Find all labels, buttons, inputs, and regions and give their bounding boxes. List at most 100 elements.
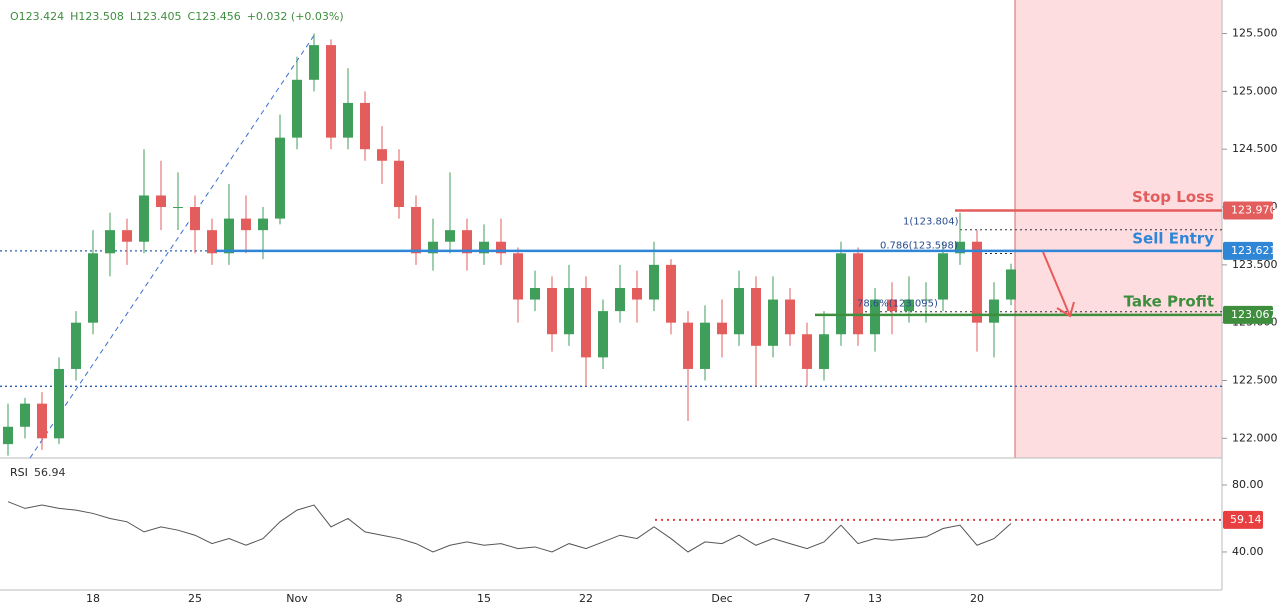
- y-tick-label: 124.500: [1232, 142, 1278, 155]
- candle-body: [853, 253, 863, 335]
- candle-body: [309, 45, 319, 80]
- y-tick-label: 125.000: [1232, 84, 1278, 97]
- level-name: Stop Loss: [1132, 188, 1214, 206]
- y-tick-label: 122.500: [1232, 374, 1278, 387]
- candle-body: [802, 334, 812, 369]
- candle-body: [887, 299, 897, 312]
- candle-body: [615, 287, 625, 312]
- rsi-tag: [1223, 510, 1263, 529]
- candle-body: [139, 195, 149, 242]
- candle-body: [394, 160, 404, 208]
- candle-body: [581, 287, 591, 358]
- candle-body: [241, 218, 251, 231]
- candle-body: [683, 322, 693, 369]
- candle-body: [768, 299, 778, 346]
- x-tick-label: Dec: [711, 592, 732, 605]
- candle-body: [904, 299, 914, 312]
- candle-body: [666, 264, 676, 323]
- candle-body: [428, 241, 438, 254]
- candle-body: [411, 207, 421, 254]
- price-tag: [1223, 241, 1273, 260]
- ohlc-value: C123.456: [188, 10, 241, 23]
- candle-body: [326, 45, 336, 138]
- candle-body: [751, 287, 761, 346]
- x-tick-label: 20: [970, 592, 984, 605]
- candle-body: [972, 241, 982, 323]
- y-tick-label: 125.500: [1232, 27, 1278, 40]
- x-tick-label: 15: [477, 592, 491, 605]
- candle-body: [530, 287, 540, 300]
- ohlc-value: H123.508: [70, 10, 124, 23]
- fib-label: 78.6%(123.095): [857, 299, 938, 310]
- candle-body: [343, 102, 353, 138]
- candle-body: [989, 299, 999, 323]
- candle-body: [190, 207, 200, 231]
- candle-body: [207, 230, 217, 254]
- candle-body: [3, 426, 13, 445]
- x-tick-label: 7: [804, 592, 811, 605]
- rsi-tag-label: 59.14: [1230, 513, 1262, 526]
- candle-body: [360, 102, 370, 150]
- ohlc-value: L123.405: [130, 10, 182, 23]
- candle-body: [156, 195, 166, 208]
- candle-body: [632, 287, 642, 300]
- ohlc-value: +0.032 (+0.03%): [247, 10, 344, 23]
- candle-body: [258, 218, 268, 231]
- candle-body: [377, 149, 387, 161]
- candle-body: [479, 241, 489, 254]
- candle-body: [513, 253, 523, 300]
- x-tick-label: 13: [868, 592, 882, 605]
- candle-body: [938, 253, 948, 300]
- price-tag-label: 123.970: [1231, 203, 1277, 216]
- rsi-tick-label: 80.00: [1232, 478, 1264, 491]
- candle-body: [173, 207, 183, 209]
- target-zone: [1015, 0, 1222, 458]
- candle-body: [292, 79, 302, 138]
- candle-body: [836, 253, 846, 335]
- x-tick-label: Nov: [286, 592, 308, 605]
- rsi-line: [7, 501, 1012, 553]
- level-name: Take Profit: [1124, 292, 1214, 310]
- level-name: Sell Entry: [1132, 229, 1214, 247]
- rsi-tick-label: 40.00: [1232, 545, 1264, 558]
- fib-label: 1(123.804): [903, 217, 959, 228]
- candle-body: [122, 230, 132, 242]
- price-tag-label: 123.067: [1231, 308, 1277, 321]
- fib-label: 0.786(123.598): [880, 241, 958, 252]
- candle-body: [20, 403, 30, 427]
- trend-line: [29, 33, 316, 459]
- candle-body: [564, 287, 574, 335]
- candle-body: [734, 287, 744, 335]
- price-tag: [1223, 201, 1273, 220]
- candle-body: [785, 299, 795, 335]
- candle-body: [717, 322, 727, 335]
- candle-body: [496, 241, 506, 254]
- x-tick-label: 18: [86, 592, 100, 605]
- candle-body: [224, 218, 234, 254]
- candle-body: [870, 299, 880, 335]
- candle-body: [37, 403, 47, 439]
- x-tick-label: 25: [188, 592, 202, 605]
- y-tick-label: 122.000: [1232, 431, 1278, 444]
- candle-body: [1006, 269, 1016, 300]
- candle-body: [649, 264, 659, 300]
- x-tick-label: 8: [396, 592, 403, 605]
- candle-body: [445, 230, 455, 242]
- candle-body: [275, 137, 285, 219]
- candle-body: [88, 253, 98, 323]
- rsi-value: 56.94: [34, 466, 66, 479]
- candle-body: [955, 241, 965, 254]
- candle-body: [598, 311, 608, 358]
- candle-body: [54, 368, 64, 439]
- x-tick-label: 22: [579, 592, 593, 605]
- rsi-name: RSI: [10, 466, 28, 479]
- candle-body: [71, 322, 81, 369]
- candle-body: [547, 287, 557, 335]
- candle-body: [819, 334, 829, 369]
- price-tag: [1223, 305, 1273, 324]
- candle-body: [921, 299, 931, 301]
- price-tag-label: 123.621: [1231, 244, 1277, 257]
- arrow: [1042, 251, 1075, 318]
- ohlc-value: O123.424: [10, 10, 64, 23]
